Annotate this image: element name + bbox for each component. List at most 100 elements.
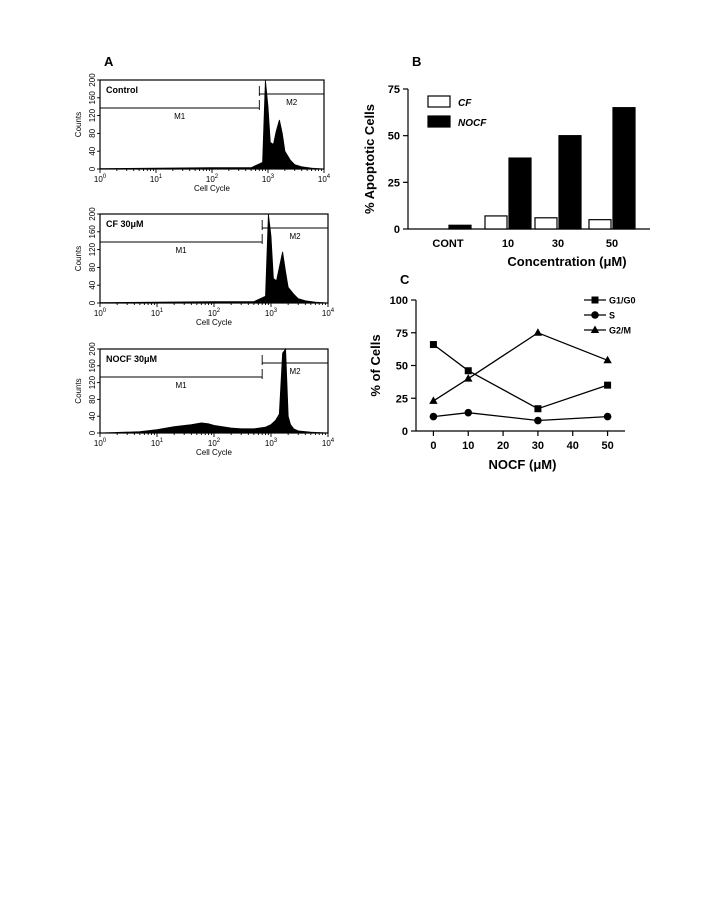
gate-m2-label: M2 [290,367,302,376]
gate-m1-label: M1 [174,112,186,121]
y-tick-label: 120 [88,108,97,122]
y-tick-label: 75 [388,84,400,96]
series-line-g2-m [433,332,608,402]
legend-label-g2-m: G2/M [609,326,631,336]
y-tick-label: 160 [88,91,97,105]
y-tick-label: 40 [88,146,97,155]
x-tick-label: 10 [502,238,514,250]
x-axis-label: NOCF (μM) [489,457,557,472]
point-g1-g0-10 [464,367,472,375]
x-tick-label: 30 [532,440,544,452]
bar-nocf-30 [558,135,582,230]
x-tick-label: 50 [606,238,618,250]
histogram-fill [99,347,329,434]
legend-label-s: S [609,311,615,321]
legend-marker-s [591,311,599,319]
gate-m1-label: M1 [176,381,188,390]
point-s-10 [464,408,473,417]
x-tick-label: 101 [150,174,163,184]
y-axis-label: Counts [74,246,83,271]
point-g2-m-0 [429,396,438,404]
y-tick-label: 120 [88,242,97,256]
point-g1-g0-0 [429,341,437,349]
histogram-title: CF 30μM [106,219,144,229]
cell-phase-line-chart: 0 25 50 75 100 % of Cells 0 10 20 30 40 50 NOCF (μM)… [368,295,636,472]
histogram-fill [99,79,325,170]
y-tick-label: 80 [88,128,97,137]
gate-m1-label: M1 [176,246,188,255]
y-axis-label: Counts [74,112,83,137]
y-tick-label: 75 [396,328,408,340]
x-tick-label: 102 [206,174,219,184]
x-tick-label: 104 [322,438,335,448]
y-tick-label: 0 [88,430,97,435]
legend-swatch-nocf [427,115,451,128]
histogram-control: M1 M2 Control 0 40 80 120 160 200 Counts 100 101 102… [74,73,331,193]
point-g2-m-50 [603,355,612,364]
y-tick-label: 200 [88,207,97,221]
x-tick-label: 100 [94,308,107,318]
histogram-cf-30um: M1 M2 CF 30μM 0 40 80 120 160 200 Counts 100 101 102… [74,207,335,327]
legend-marker-g2-m [590,325,600,333]
x-tick-label: 104 [322,308,335,318]
histogram-nocf-30um: M1 M2 NOCF 30μM 0 40 80 120 160 200 Counts 100 101 1… [74,342,335,457]
legend-label-g1-g0: G1/G0 [609,296,636,306]
bar-cf-10 [484,215,508,230]
x-tick-label: CONT [432,238,463,250]
histogram-fill [99,213,329,304]
panel-label-c: C [400,272,410,287]
y-tick-label: 25 [396,393,408,405]
x-tick-label: 40 [567,440,579,452]
x-tick-label: 102 [208,308,221,318]
y-tick-label: 50 [388,131,400,143]
x-axis-label: Cell Cycle [196,448,233,457]
legend-swatch-cf [427,95,451,108]
bar-cf-30 [534,217,558,230]
legend-marker-g1-g0 [591,296,599,304]
y-tick-label: 200 [88,73,97,87]
y-tick-label: 80 [88,394,97,403]
legend-label-nocf: NOCF [458,118,487,129]
y-tick-label: 0 [402,426,408,438]
y-tick-label: 40 [88,280,97,289]
x-tick-label: 104 [318,174,331,184]
x-tick-label: 103 [265,308,278,318]
x-tick-label: 101 [151,308,164,318]
point-g2-m-10 [464,374,473,382]
apoptosis-bar-chart: 0 25 50 75 % Apoptotic Cells CONT 10 30 50 Concen… [362,84,650,269]
y-axis-label: Counts [74,378,83,403]
x-axis-label: Cell Cycle [196,318,233,327]
panel-label-a: A [104,54,114,69]
gate-m2-label: M2 [286,98,298,107]
x-tick-label: 101 [151,438,164,448]
x-tick-label: 103 [265,438,278,448]
legend-label-cf: CF [458,98,472,109]
y-tick-label: 80 [88,262,97,271]
x-axis-label: Cell Cycle [194,184,231,193]
y-tick-label: 0 [88,300,97,305]
x-tick-label: 102 [208,438,221,448]
point-s-0 [429,412,438,421]
x-tick-label: 20 [497,440,509,452]
series-line-s [433,412,608,422]
y-tick-label: 200 [88,342,97,356]
bar-nocf-cont [448,224,472,230]
x-tick-label: 0 [430,440,436,452]
y-tick-label: 160 [88,225,97,239]
y-tick-label: 120 [88,375,97,389]
bar-cf-50 [588,219,612,230]
x-tick-label: 10 [462,440,474,452]
x-axis-label: Concentration (μM) [507,254,626,269]
bar-nocf-50 [612,107,636,230]
gate-m2-label: M2 [290,232,302,241]
x-tick-label: 30 [552,238,564,250]
y-axis-label: % of Cells [368,334,383,396]
y-tick-label: 100 [390,295,408,307]
y-tick-label: 25 [388,177,400,189]
x-tick-label: 103 [262,174,275,184]
point-s-30 [534,416,542,425]
point-g1-g0-30 [534,405,542,413]
y-tick-label: 160 [88,359,97,373]
series-line-g1-g0 [433,343,608,410]
